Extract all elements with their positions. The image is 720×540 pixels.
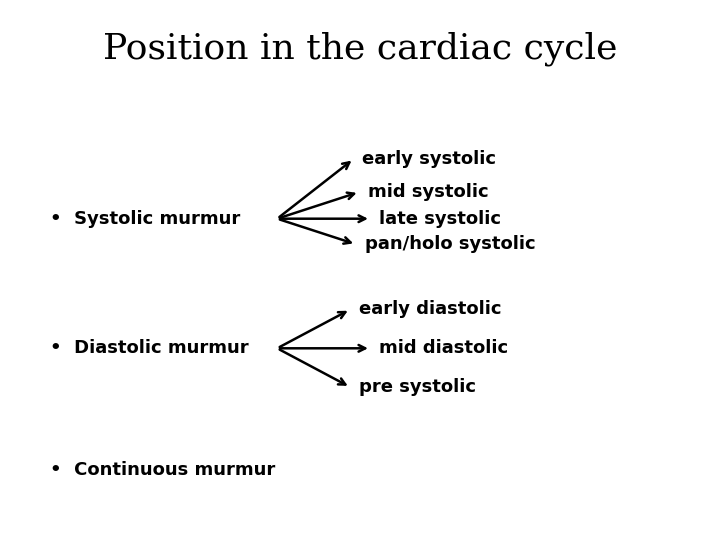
Text: •  Continuous murmur: • Continuous murmur bbox=[50, 461, 276, 479]
Text: early diastolic: early diastolic bbox=[359, 300, 501, 319]
Text: •  Systolic murmur: • Systolic murmur bbox=[50, 210, 240, 228]
Text: early systolic: early systolic bbox=[362, 150, 496, 168]
Text: •  Diastolic murmur: • Diastolic murmur bbox=[50, 339, 249, 357]
Text: pan/holo systolic: pan/holo systolic bbox=[364, 235, 535, 253]
Text: mid diastolic: mid diastolic bbox=[379, 339, 508, 357]
Text: pre systolic: pre systolic bbox=[359, 378, 476, 396]
Text: mid systolic: mid systolic bbox=[368, 183, 489, 201]
Text: Position in the cardiac cycle: Position in the cardiac cycle bbox=[103, 31, 617, 66]
Text: late systolic: late systolic bbox=[379, 210, 501, 228]
